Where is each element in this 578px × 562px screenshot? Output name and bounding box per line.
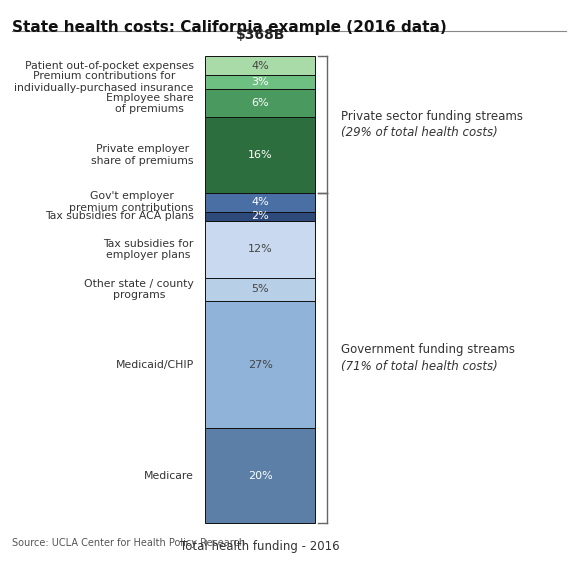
Text: Government funding streams: Government funding streams — [341, 343, 515, 356]
Bar — [205, 278, 315, 301]
Text: (71% of total health costs): (71% of total health costs) — [341, 360, 498, 373]
Text: Private sector funding streams: Private sector funding streams — [341, 110, 523, 123]
Text: 20%: 20% — [248, 470, 272, 481]
Text: $368B: $368B — [235, 28, 285, 42]
Text: Medicare: Medicare — [144, 470, 194, 481]
Text: 12%: 12% — [248, 244, 272, 255]
Text: 27%: 27% — [247, 360, 273, 370]
Bar — [205, 193, 315, 212]
Text: (29% of total health costs): (29% of total health costs) — [341, 126, 498, 139]
Text: Medicaid/CHIP: Medicaid/CHIP — [116, 360, 194, 370]
Bar — [205, 75, 315, 89]
Text: Tax subsidies for ACA plans: Tax subsidies for ACA plans — [45, 211, 194, 221]
Text: Gov't employer
premium contributions: Gov't employer premium contributions — [69, 192, 194, 213]
Text: Private employer
share of premiums: Private employer share of premiums — [91, 144, 194, 166]
Bar — [205, 56, 315, 75]
Text: 5%: 5% — [251, 284, 269, 294]
Text: Employee share
of premiums: Employee share of premiums — [106, 93, 194, 114]
Bar — [205, 117, 315, 193]
Text: Tax subsidies for
employer plans: Tax subsidies for employer plans — [103, 239, 194, 260]
Text: Patient out-of-pocket expenses: Patient out-of-pocket expenses — [25, 61, 194, 71]
Text: 4%: 4% — [251, 61, 269, 71]
Text: Source: UCLA Center for Health Policy Research: Source: UCLA Center for Health Policy Re… — [12, 538, 244, 548]
Text: Total health funding - 2016: Total health funding - 2016 — [180, 540, 340, 552]
Text: 6%: 6% — [251, 98, 269, 108]
Text: 4%: 4% — [251, 197, 269, 207]
Text: 2%: 2% — [251, 211, 269, 221]
Bar — [205, 89, 315, 117]
Text: 16%: 16% — [248, 150, 272, 160]
Bar — [205, 221, 315, 278]
Text: 3%: 3% — [251, 77, 269, 87]
Text: Premium contributions for
individually-purchased insurance: Premium contributions for individually-p… — [14, 71, 194, 93]
Text: State health costs: California example (2016 data): State health costs: California example (… — [12, 20, 446, 35]
Bar — [205, 212, 315, 221]
Bar — [205, 301, 315, 428]
Bar — [205, 428, 315, 523]
Text: Other state / county
programs: Other state / county programs — [84, 279, 194, 300]
